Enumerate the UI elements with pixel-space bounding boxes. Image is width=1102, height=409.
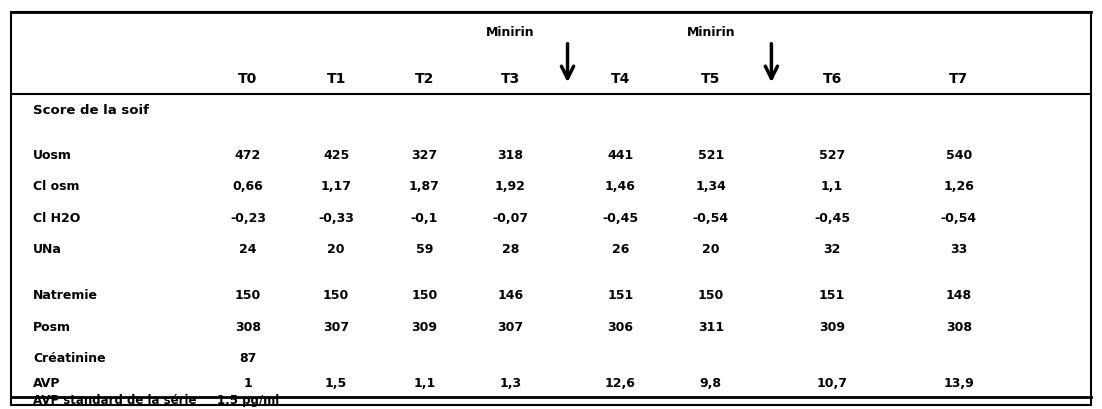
Text: 318: 318 xyxy=(497,149,523,162)
Text: 308: 308 xyxy=(235,321,261,334)
Text: 28: 28 xyxy=(501,243,519,256)
Text: Score de la soif: Score de la soif xyxy=(33,104,149,117)
Text: -0,54: -0,54 xyxy=(941,212,976,225)
Text: -0,54: -0,54 xyxy=(693,212,728,225)
Text: T0: T0 xyxy=(238,72,258,85)
Text: 1,5: 1,5 xyxy=(325,377,347,390)
Text: UNa: UNa xyxy=(33,243,62,256)
Text: T7: T7 xyxy=(949,72,969,85)
Text: 10,7: 10,7 xyxy=(817,377,847,390)
Text: 26: 26 xyxy=(612,243,629,256)
Text: 521: 521 xyxy=(698,149,724,162)
Text: 12,6: 12,6 xyxy=(605,377,636,390)
Text: 59: 59 xyxy=(415,243,433,256)
Text: 1,17: 1,17 xyxy=(321,180,352,193)
Text: 32: 32 xyxy=(823,243,841,256)
Text: 306: 306 xyxy=(607,321,634,334)
Text: 148: 148 xyxy=(946,289,972,302)
Text: 0,66: 0,66 xyxy=(233,180,263,193)
Text: 309: 309 xyxy=(819,321,845,334)
Text: 309: 309 xyxy=(411,321,437,334)
Text: 24: 24 xyxy=(239,243,257,256)
Text: 150: 150 xyxy=(411,289,437,302)
Text: Posm: Posm xyxy=(33,321,71,334)
Text: Minirin: Minirin xyxy=(486,26,534,39)
Text: 1,1: 1,1 xyxy=(821,180,843,193)
Text: 1: 1 xyxy=(244,377,252,390)
Text: T5: T5 xyxy=(701,72,721,85)
Text: 527: 527 xyxy=(819,149,845,162)
Text: T4: T4 xyxy=(611,72,630,85)
Text: 311: 311 xyxy=(698,321,724,334)
Text: 1,26: 1,26 xyxy=(943,180,974,193)
Text: -0,07: -0,07 xyxy=(493,212,528,225)
Text: 472: 472 xyxy=(235,149,261,162)
Text: Cl osm: Cl osm xyxy=(33,180,79,193)
Text: Créatinine: Créatinine xyxy=(33,352,106,365)
Text: 20: 20 xyxy=(327,243,345,256)
Text: 20: 20 xyxy=(702,243,720,256)
Text: 1,34: 1,34 xyxy=(695,180,726,193)
Text: 1,87: 1,87 xyxy=(409,180,440,193)
Text: AVP: AVP xyxy=(33,377,61,390)
Text: 1,92: 1,92 xyxy=(495,180,526,193)
Text: -0,45: -0,45 xyxy=(603,212,638,225)
Text: 1,46: 1,46 xyxy=(605,180,636,193)
Text: 540: 540 xyxy=(946,149,972,162)
Text: T1: T1 xyxy=(326,72,346,85)
Text: -0,23: -0,23 xyxy=(230,212,266,225)
Text: 1,1: 1,1 xyxy=(413,377,435,390)
Text: T6: T6 xyxy=(822,72,842,85)
Text: 327: 327 xyxy=(411,149,437,162)
Text: 33: 33 xyxy=(950,243,968,256)
Text: 441: 441 xyxy=(607,149,634,162)
Text: 308: 308 xyxy=(946,321,972,334)
Text: 87: 87 xyxy=(239,352,257,365)
Text: 151: 151 xyxy=(607,289,634,302)
Text: 1,5 pg/ml: 1,5 pg/ml xyxy=(217,394,279,407)
Text: 307: 307 xyxy=(323,321,349,334)
Text: 425: 425 xyxy=(323,149,349,162)
Text: T2: T2 xyxy=(414,72,434,85)
Text: AVP standard de la série: AVP standard de la série xyxy=(33,394,196,407)
Text: 146: 146 xyxy=(497,289,523,302)
Text: 307: 307 xyxy=(497,321,523,334)
FancyBboxPatch shape xyxy=(11,12,1091,405)
Text: Uosm: Uosm xyxy=(33,149,72,162)
Text: 150: 150 xyxy=(698,289,724,302)
Text: 9,8: 9,8 xyxy=(700,377,722,390)
Text: 150: 150 xyxy=(235,289,261,302)
Text: 151: 151 xyxy=(819,289,845,302)
Text: Minirin: Minirin xyxy=(687,26,735,39)
Text: -0,45: -0,45 xyxy=(814,212,850,225)
Text: Cl H2O: Cl H2O xyxy=(33,212,80,225)
Text: -0,1: -0,1 xyxy=(411,212,437,225)
Text: 1,3: 1,3 xyxy=(499,377,521,390)
Text: 150: 150 xyxy=(323,289,349,302)
Text: T3: T3 xyxy=(500,72,520,85)
Text: Natremie: Natremie xyxy=(33,289,98,302)
Text: 13,9: 13,9 xyxy=(943,377,974,390)
Text: -0,33: -0,33 xyxy=(318,212,354,225)
